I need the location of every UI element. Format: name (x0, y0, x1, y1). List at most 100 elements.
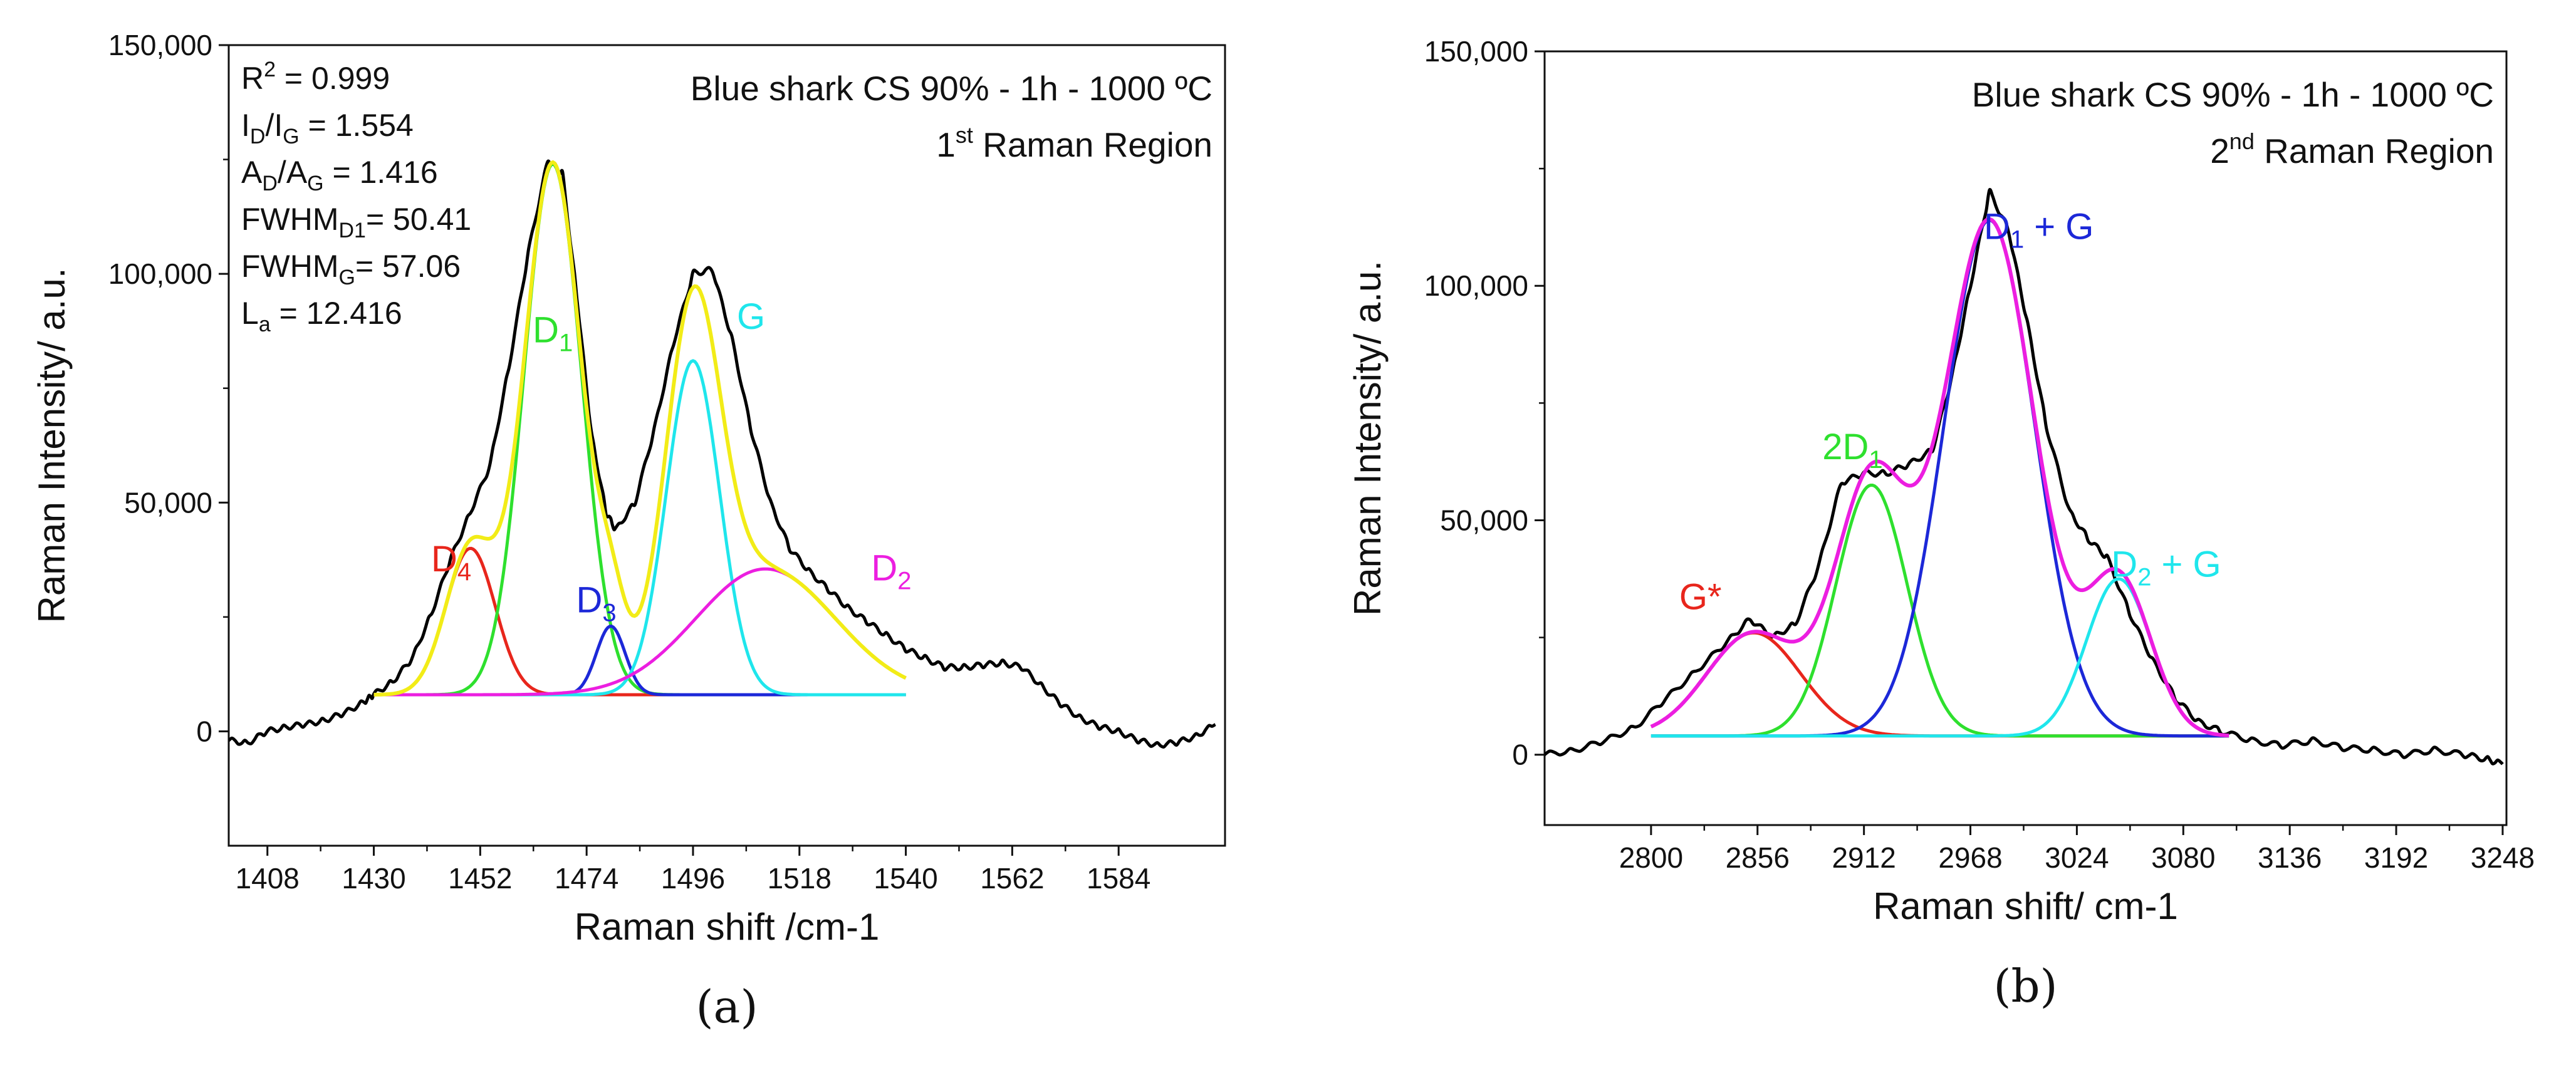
component-label-sub: 2 (897, 567, 911, 595)
x-tick-label: 1474 (555, 862, 618, 895)
x-axis-label: Raman shift/ cm-1 (1873, 885, 2178, 927)
y-tick-label: 100,000 (108, 257, 212, 290)
x-tick-label: 3080 (2151, 841, 2215, 874)
fit-statistic: FWHMD1= 50.41 (241, 202, 471, 242)
y-tick-label: 150,000 (108, 29, 212, 61)
component-d1-curve (373, 162, 906, 697)
component-label-tail: + G (2024, 206, 2094, 247)
stat-name: I (241, 108, 250, 143)
title-region-text: Raman Region (973, 125, 1212, 164)
x-tick-label: 1562 (980, 862, 1044, 895)
x-tick-label: 2800 (1619, 841, 1683, 874)
stat-value: = 1.554 (300, 108, 414, 143)
component-label-sub: 1 (559, 330, 573, 357)
stat-sub: G (283, 125, 299, 148)
component-label-tail: + G (2151, 544, 2221, 584)
title-region-text: Raman Region (2255, 132, 2494, 170)
x-tick-label: 1584 (1087, 862, 1150, 895)
fit-statistic: FWHMG= 57.06 (241, 249, 461, 289)
component-g-curve (1650, 631, 2229, 738)
component-label: D1 + G (1984, 206, 2094, 253)
panel-b: 2800 2856 2912 2968 3024 3080 3136 3192 3248 0 50,… (1347, 35, 2535, 1012)
component-label: G (737, 296, 765, 337)
title-line: Blue shark CS 90% - 1h - 1000 ºC (691, 69, 1212, 108)
component-label-sub: 2 (2137, 563, 2151, 591)
component-label: G* (1679, 577, 1722, 618)
stat-sup: 2 (264, 58, 276, 81)
fit-statistic: La = 12.416 (241, 296, 402, 336)
y-tick-label: 0 (196, 715, 212, 747)
component-label-main: D (576, 580, 603, 621)
stat-mid: /I (265, 108, 283, 143)
x-tick-label: 3248 (2471, 841, 2535, 874)
title-region-number: 1 (936, 125, 956, 164)
title-line: Blue shark CS 90% - 1h - 1000 ºC (1972, 75, 2494, 114)
stat-name: R (241, 61, 264, 96)
title-region-ordinal: nd (2229, 128, 2255, 154)
measured-spectrum (1545, 188, 2504, 766)
fit-envelope (1650, 217, 2229, 737)
x-tick-label: 3024 (2045, 841, 2109, 874)
component-g-curve (373, 359, 906, 697)
stat-sub: D (250, 125, 266, 148)
fit-envelope (373, 160, 907, 697)
component-label: D2 + G (2111, 544, 2221, 591)
component-label: D3 (576, 580, 617, 627)
component-label-sub: 3 (602, 600, 616, 627)
stat-sub: D (262, 172, 278, 195)
stat-value: = 0.999 (276, 61, 390, 96)
stat-value: = 12.416 (271, 296, 402, 331)
component-d2g-curve (1650, 577, 2229, 738)
y-axis-label: Raman Intensity/ a.u. (31, 268, 73, 623)
x-axis-label: Raman shift /cm-1 (575, 906, 880, 948)
stat-value: = 57.06 (355, 249, 461, 284)
component-label-main: G (737, 296, 765, 337)
x-tick-label: 3136 (2258, 841, 2322, 874)
stat-sub: G (307, 172, 323, 195)
component-label-main: D (1984, 206, 2010, 247)
component-label-sub: 1 (1869, 446, 1882, 474)
component-label-main: 2D (1822, 427, 1869, 467)
x-tick-label: 1430 (342, 862, 405, 895)
stat-value: = 1.416 (324, 155, 438, 190)
component-d3-curve (373, 625, 906, 697)
y-tick-label: 50,000 (1440, 504, 1528, 536)
x-tick-label: 2912 (1832, 841, 1895, 874)
stat-sub: a (259, 313, 271, 336)
y-axis-label: Raman Intensity/ a.u. (1347, 261, 1389, 616)
component-label-main: D (533, 310, 559, 351)
panel-label: (a) (696, 980, 758, 1033)
measured-spectrum (229, 159, 1216, 749)
x-tick-label: 1408 (236, 862, 300, 895)
stat-name: A (241, 155, 263, 190)
title-region-number: 2 (2210, 132, 2229, 170)
component-label-main: D (871, 548, 897, 588)
fit-statistic: R2 = 0.999 (241, 58, 390, 96)
plot-frame (227, 44, 1226, 847)
x-tick-label: 2856 (1726, 841, 1790, 874)
component-label: D2 (871, 548, 911, 595)
component-label-sub: 4 (457, 558, 471, 586)
component-d1g-curve (1650, 218, 2229, 738)
title-region-ordinal: st (956, 122, 973, 148)
panel-a: 1408 1430 1452 1474 1496 1518 1540 1562 1584 0 50,… (31, 29, 1226, 1033)
component-label-main: D (2111, 544, 2137, 584)
component-label: D1 (533, 310, 573, 357)
fit-statistic: ID/IG = 1.554 (241, 108, 414, 148)
component-label-main: D (431, 539, 457, 579)
component-label-main: G* (1679, 577, 1722, 618)
title-line: 1st Raman Region (936, 122, 1212, 164)
plot-area (1545, 188, 2504, 766)
panel-label: (b) (1993, 960, 2057, 1012)
stat-mid: /A (278, 155, 308, 190)
component-label: D4 (431, 539, 471, 586)
x-tick-label: 2968 (1938, 841, 2002, 874)
stat-name: L (241, 296, 259, 331)
y-tick-label: 50,000 (124, 486, 212, 519)
x-tick-label: 1518 (768, 862, 832, 895)
title-line: 2nd Raman Region (2210, 128, 2494, 170)
stat-sub: G (339, 266, 355, 289)
x-tick-label: 1540 (873, 862, 937, 895)
plot-area (229, 159, 1216, 749)
